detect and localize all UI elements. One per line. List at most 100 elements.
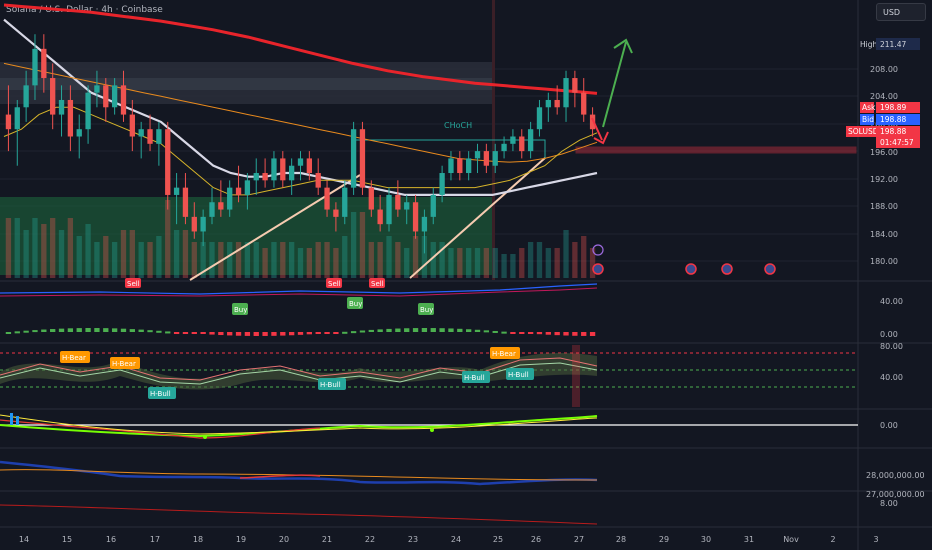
- volume-bar: [368, 242, 374, 278]
- h-bear-label: H-Bear: [492, 350, 516, 358]
- volume-bar: [262, 248, 268, 278]
- volume-bars: [5, 200, 596, 278]
- pane-tick: 40.00: [880, 373, 903, 382]
- candle: [377, 194, 383, 232]
- volume-bar: [377, 242, 383, 278]
- time-tick: 3: [873, 535, 878, 544]
- candle: [448, 151, 454, 181]
- volume-bar: [14, 218, 20, 278]
- candle: [244, 173, 251, 210]
- sell-signal: Sell: [328, 280, 341, 288]
- volume-bar: [32, 218, 38, 278]
- volume-bar: [58, 230, 65, 278]
- candle: [510, 129, 516, 152]
- volume-bar: [288, 242, 295, 278]
- candle: [76, 114, 82, 159]
- trend-lines: [189, 139, 546, 281]
- time-tick: 17: [150, 535, 160, 544]
- candle: [165, 121, 171, 210]
- histogram-bar: [519, 332, 525, 334]
- volume-bar: [103, 236, 109, 278]
- volume-bar: [5, 218, 12, 278]
- histogram-bar: [430, 328, 436, 332]
- candle: [350, 121, 357, 195]
- volume-bar: [501, 254, 507, 278]
- candle: [386, 187, 392, 232]
- candle: [572, 70, 578, 108]
- us-flag-icon: [592, 263, 604, 275]
- volume-bar: [430, 242, 436, 278]
- volume-bar: [581, 236, 587, 278]
- candle: [218, 180, 224, 217]
- histogram-bar: [324, 332, 330, 334]
- candle: [527, 121, 534, 159]
- volume-bar: [41, 224, 47, 278]
- projection-arrow-icon: [602, 38, 633, 128]
- price-tick: 184.00: [870, 230, 898, 239]
- histogram-bar: [589, 332, 596, 336]
- candle: [5, 85, 12, 152]
- time-tick: 22: [365, 535, 375, 544]
- candle: [466, 151, 472, 181]
- h-bull-label: H-Bull: [464, 374, 485, 382]
- histogram-bar: [120, 328, 127, 332]
- candle: [156, 121, 162, 166]
- volume-bar: [510, 254, 516, 278]
- volume-bar: [483, 248, 490, 278]
- candle: [315, 158, 321, 195]
- volume-bar: [554, 248, 560, 278]
- candle: [253, 158, 259, 195]
- time-tick: 27: [574, 535, 584, 544]
- pane-tick: 40.00: [880, 297, 903, 306]
- volume-bar: [536, 242, 543, 278]
- ask-value: 198.89: [880, 103, 906, 112]
- histogram-bar: [359, 330, 366, 333]
- time-tick: Nov: [783, 535, 799, 544]
- histogram-bar: [173, 332, 180, 334]
- volume-bar: [94, 242, 100, 278]
- time-tick: 16: [106, 535, 116, 544]
- candle: [120, 70, 127, 122]
- time-tick: 15: [62, 535, 72, 544]
- price-tick: 180.00: [870, 257, 898, 266]
- volume-bar: [395, 242, 401, 278]
- volume-bar: [67, 218, 74, 278]
- price-tick: 208.00: [870, 65, 898, 74]
- volume-bar: [563, 230, 569, 278]
- volume-bar: [120, 230, 127, 278]
- buy-signal: Buy: [420, 306, 433, 314]
- bid-label: Bid: [862, 115, 874, 124]
- histogram-bar: [342, 331, 348, 334]
- currency-button[interactable]: USD: [876, 3, 926, 21]
- candle: [182, 173, 189, 225]
- histogram-bar: [67, 328, 74, 332]
- candle: [200, 209, 206, 247]
- candle: [554, 85, 560, 115]
- target-zone: [575, 146, 857, 154]
- volume-bar: [359, 212, 366, 278]
- volume-bar: [235, 242, 242, 278]
- volume-bar: [209, 242, 215, 278]
- event-flags: [592, 244, 776, 275]
- demand-zone: [0, 197, 495, 275]
- time-tick: 23: [408, 535, 418, 544]
- histogram-bar: [111, 328, 118, 332]
- h-bull-label: H-Bull: [150, 390, 171, 398]
- volume-bar: [227, 242, 233, 278]
- volume-bar: [527, 242, 534, 278]
- histogram-bar: [200, 332, 206, 335]
- histogram-bar: [85, 328, 91, 332]
- ask-label: Ask: [862, 103, 876, 112]
- volume-bar: [306, 248, 313, 278]
- volume-bar: [589, 248, 596, 278]
- time-tick: 19: [236, 535, 246, 544]
- histogram-bar: [368, 329, 374, 332]
- histogram-bar: [448, 328, 454, 332]
- time-tick: 2: [830, 535, 835, 544]
- volume-bar: [271, 242, 277, 278]
- pane-tick: 28,000,000.00: [866, 471, 925, 480]
- h-bear-label: H-Bear: [112, 360, 136, 368]
- volume-bar: [342, 236, 348, 278]
- volume-bar: [173, 230, 180, 278]
